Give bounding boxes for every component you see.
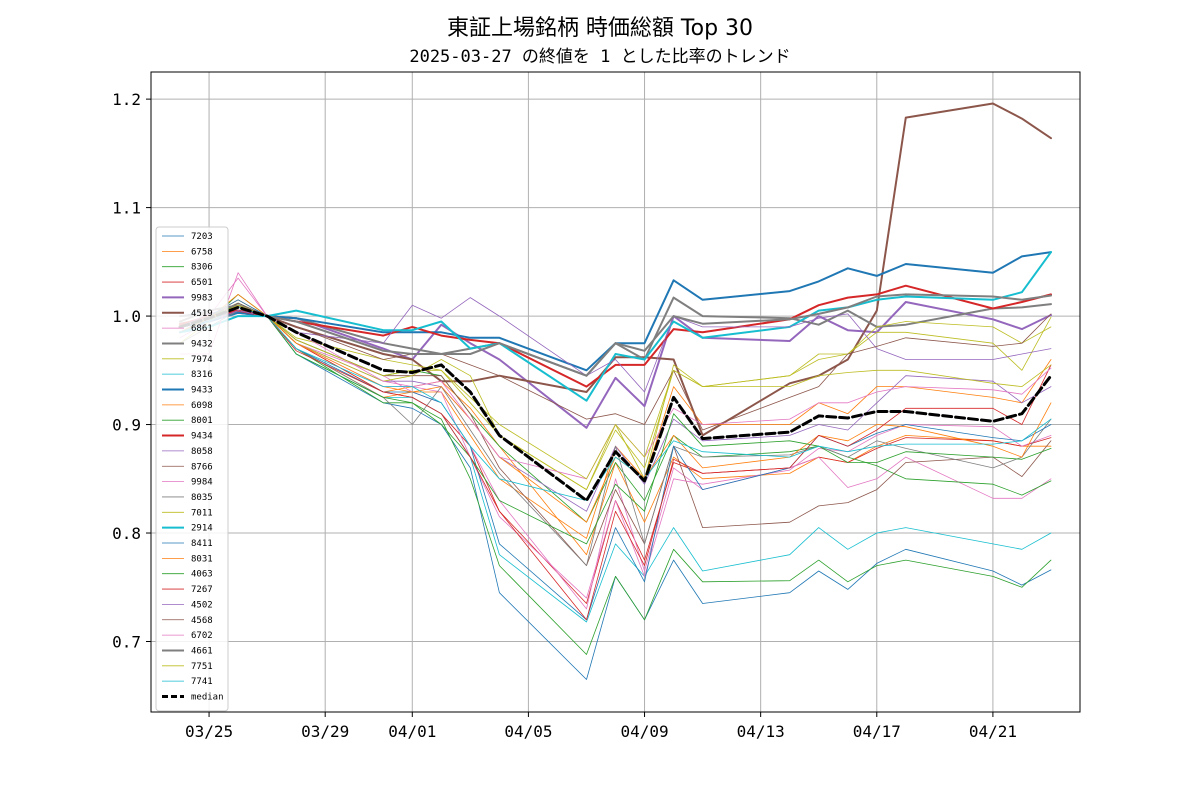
legend-label-8001: 8001	[191, 416, 213, 426]
legend-label-6758: 6758	[191, 247, 213, 257]
legend: 7203 6758 8306 6501 9983 4519 6861 9432 7974 8316…	[155, 226, 229, 712]
legend-label-6098: 6098	[191, 401, 213, 411]
legend-box	[155, 226, 229, 712]
y-tick-label: 0.9	[112, 416, 141, 435]
x-tick-label: 04/05	[504, 722, 552, 741]
legend-label-4519: 4519	[191, 309, 213, 319]
series-line-4519	[179, 102, 1052, 437]
series-line-4568	[179, 302, 1052, 431]
legend-label-8316: 8316	[191, 370, 213, 380]
legend-label-7974: 7974	[191, 355, 213, 365]
x-tick-label: 04/13	[737, 722, 785, 741]
legend-label-median: median	[191, 693, 224, 703]
legend-label-7751: 7751	[191, 662, 213, 672]
chart-title: 東証上場銘柄 時価総額 Top 30	[447, 16, 753, 41]
legend-label-9433: 9433	[191, 386, 213, 396]
legend-label-7267: 7267	[191, 585, 213, 595]
series-line-7267	[179, 304, 1052, 621]
x-tick-label: 04/09	[620, 722, 668, 741]
axis-ticks: 03/25 03/29 04/01 04/05 04/09 04/13 04/17 04/21…	[112, 90, 1017, 741]
legend-label-6702: 6702	[191, 631, 213, 641]
x-tick-label: 04/01	[388, 722, 436, 741]
y-tick-label: 1.0	[112, 307, 141, 326]
series-line-median	[178, 305, 1053, 502]
plot-frame	[150, 71, 1081, 713]
series-line-6861	[179, 277, 1052, 610]
legend-label-8766: 8766	[191, 462, 213, 472]
legend-label-4063: 4063	[191, 570, 213, 580]
legend-label-6501: 6501	[191, 278, 213, 288]
series-line-2914	[179, 251, 1052, 402]
legend-label-8035: 8035	[191, 493, 213, 503]
legend-label-2914: 2914	[191, 524, 213, 534]
series-lines	[178, 102, 1053, 680]
legend-label-4661: 4661	[191, 646, 213, 656]
y-tick-label: 0.8	[112, 524, 141, 543]
legend-label-8411: 8411	[191, 539, 213, 549]
chart-subtitle: 2025-03-27 の終値を 1 とした比率のトレンド	[409, 47, 790, 67]
x-tick-label: 04/21	[969, 722, 1017, 741]
legend-label-8058: 8058	[191, 447, 213, 457]
series-line-6758	[179, 299, 1052, 556]
legend-label-9434: 9434	[191, 432, 213, 442]
x-tick-label: 04/17	[853, 722, 901, 741]
x-tick-label: 03/25	[185, 722, 233, 741]
y-tick-label: 1.2	[112, 90, 141, 109]
series-line-4063	[179, 304, 1052, 545]
legend-label-8306: 8306	[191, 263, 213, 273]
legend-label-7203: 7203	[191, 232, 213, 242]
legend-label-7011: 7011	[191, 508, 213, 518]
legend-label-9984: 9984	[191, 478, 213, 488]
grid	[151, 72, 1080, 712]
legend-label-9432: 9432	[191, 339, 213, 349]
series-line-7741	[179, 306, 1052, 501]
series-line-8411	[179, 299, 1052, 621]
legend-label-9983: 9983	[191, 293, 213, 303]
series-line-7751	[179, 304, 1052, 480]
y-tick-label: 1.1	[112, 199, 141, 218]
legend-label-7741: 7741	[191, 677, 213, 687]
series-line-9434	[179, 284, 1052, 388]
legend-label-8031: 8031	[191, 554, 213, 564]
x-tick-label: 03/29	[301, 722, 349, 741]
legend-label-6861: 6861	[191, 324, 213, 334]
y-tick-label: 0.7	[112, 632, 141, 651]
legend-label-4568: 4568	[191, 616, 213, 626]
series-line-4661	[179, 293, 1052, 377]
legend-label-4502: 4502	[191, 600, 213, 610]
series-line-9433	[179, 251, 1052, 372]
